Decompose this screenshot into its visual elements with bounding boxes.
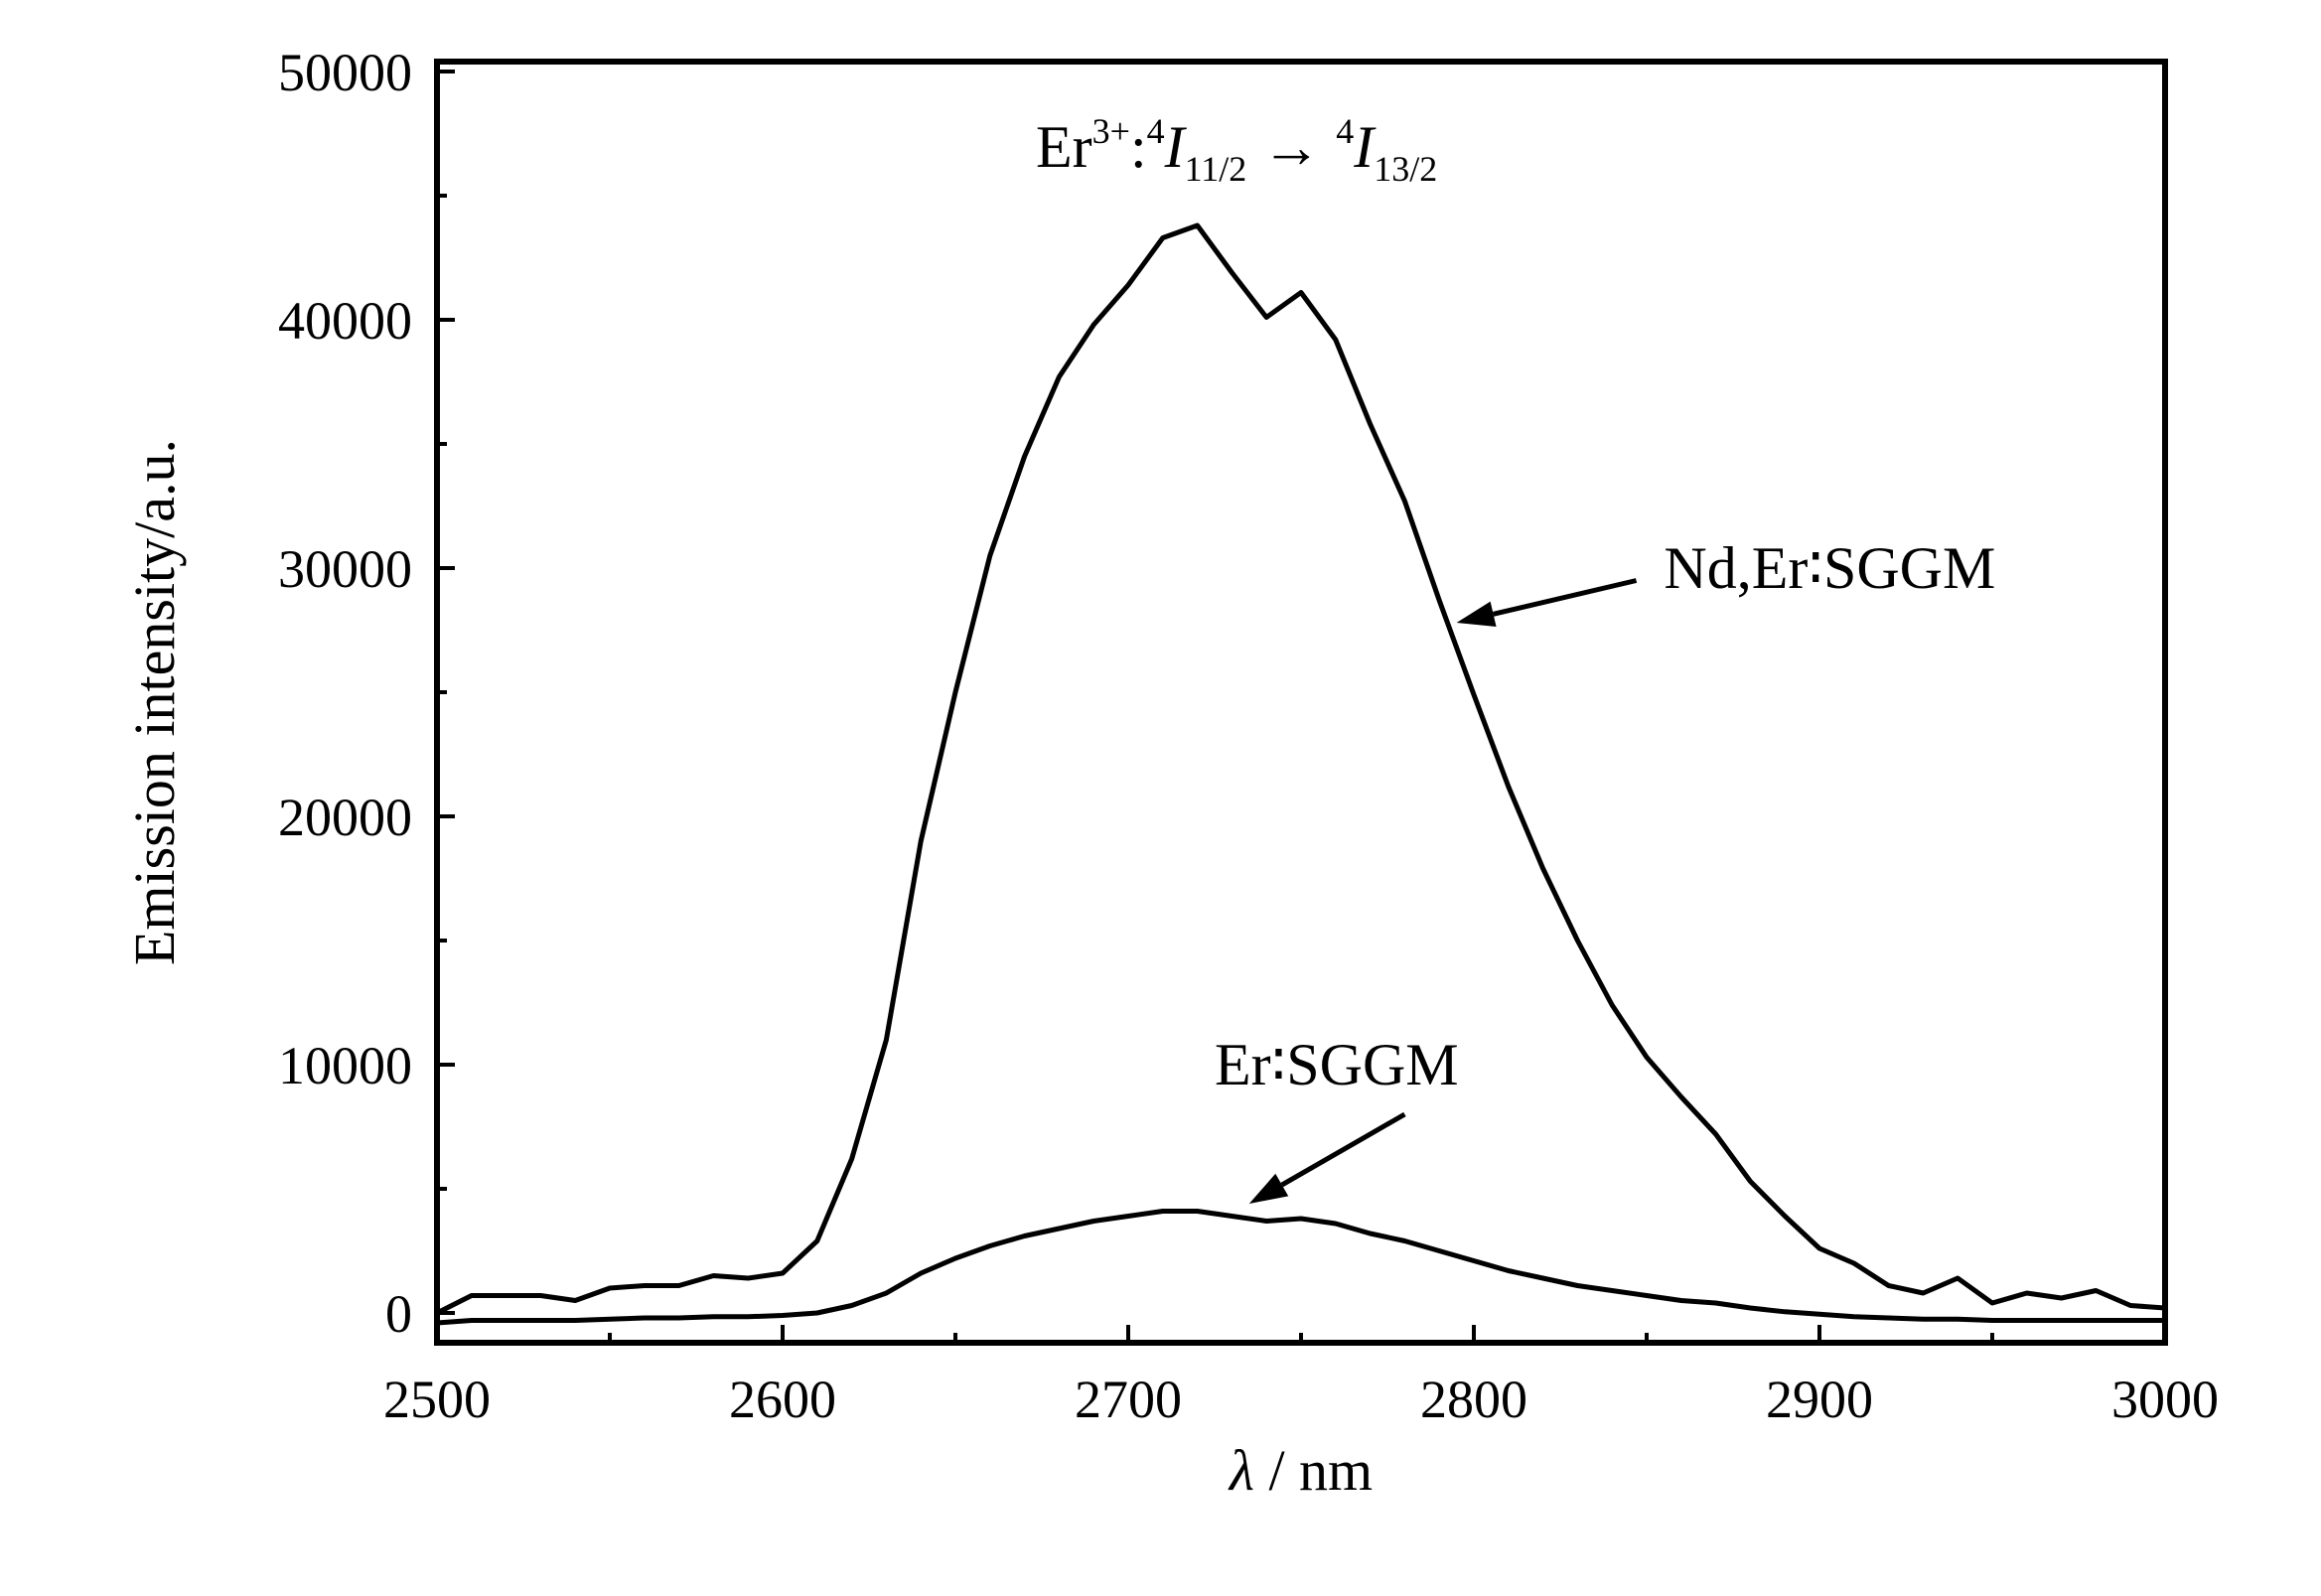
series-arrow-shaft-2: [1280, 1111, 1406, 1188]
y-tick-label: 20000: [278, 788, 412, 847]
ion-charge: 3+: [1092, 111, 1130, 151]
y-tick-label: 40000: [278, 291, 412, 351]
x-axis-title: λ / nm: [1228, 1438, 1373, 1503]
labels-layer: Nd,Er∶SGGM Er∶SGGM: [1215, 535, 1995, 1204]
series-label-1: Nd,Er∶SGGM: [1664, 535, 1995, 601]
lambda-symbol: λ: [1228, 1438, 1254, 1503]
annotation-colon: :: [1130, 114, 1147, 180]
y-tick-label: 30000: [278, 539, 412, 599]
transition-annotation: Er3+:4I11/2 → 4I13/2: [1036, 111, 1437, 189]
series-arrow-shaft-1: [1493, 578, 1638, 617]
x-axis-unit: / nm: [1254, 1438, 1373, 1503]
y-tick-label: 10000: [278, 1036, 412, 1095]
level2-subscript: 13/2: [1374, 149, 1437, 189]
x-tick-label: 2500: [383, 1370, 491, 1429]
plot-frame: [434, 59, 2168, 1346]
ticks-layer: 2500 2600 2700 2800 2900 30000100002000030000…: [278, 43, 2219, 1429]
level1-superscript: 4: [1147, 111, 1165, 151]
x-tick-label: 2900: [1766, 1370, 1873, 1429]
series-arrow-head-1: [1456, 601, 1497, 627]
series-label-2: Er∶SGGM: [1215, 1032, 1459, 1097]
y-tick-label: 0: [385, 1284, 412, 1344]
series-line-1: [434, 222, 2168, 1316]
ion-symbol: Er: [1036, 114, 1092, 180]
level1-letter: I: [1164, 114, 1188, 180]
y-tick-label: 50000: [278, 43, 412, 102]
level2-superscript: 4: [1336, 111, 1354, 151]
level1-subscript: 11/2: [1185, 149, 1247, 189]
series-line-2: [434, 1209, 2168, 1326]
x-tick-label: 2800: [1420, 1370, 1527, 1429]
level2-letter: I: [1353, 114, 1377, 180]
x-tick-label: 2600: [729, 1370, 836, 1429]
x-tick-label: 3000: [2111, 1370, 2219, 1429]
y-axis-title: Emission intensity/a.u.: [122, 439, 187, 965]
series-arrow-head-2: [1248, 1173, 1289, 1204]
series-layer: [434, 222, 2168, 1326]
transition-arrow: →: [1246, 114, 1336, 180]
x-tick-label: 2700: [1075, 1370, 1182, 1429]
